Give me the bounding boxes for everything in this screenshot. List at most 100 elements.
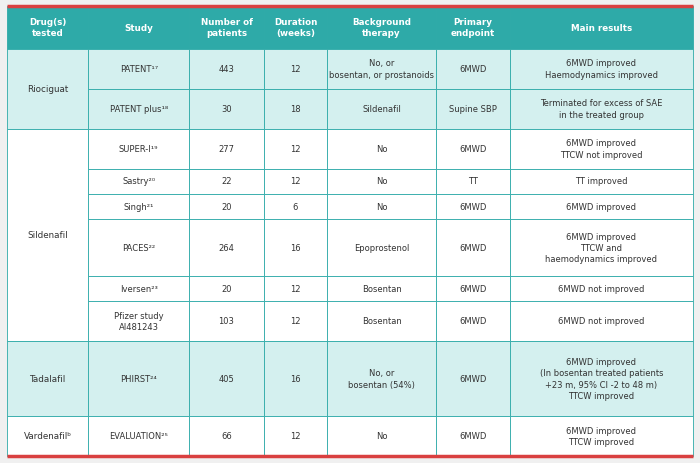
Bar <box>7 50 88 129</box>
Bar <box>190 194 264 219</box>
Text: 12: 12 <box>290 144 301 154</box>
Bar <box>264 194 328 219</box>
Bar <box>264 50 328 89</box>
Text: 264: 264 <box>218 243 235 252</box>
Text: TT: TT <box>468 177 477 186</box>
Bar <box>190 219 264 276</box>
Bar <box>190 416 264 456</box>
Bar <box>88 219 190 276</box>
Text: Singh²¹: Singh²¹ <box>123 202 154 211</box>
Bar <box>328 276 435 301</box>
Bar <box>435 50 510 89</box>
Bar <box>264 219 328 276</box>
Bar <box>190 50 264 89</box>
Text: 16: 16 <box>290 374 301 383</box>
Bar <box>510 7 693 50</box>
Text: 6MWD: 6MWD <box>459 317 486 326</box>
Text: Main results: Main results <box>570 24 632 33</box>
Text: Epoprostenol: Epoprostenol <box>354 243 409 252</box>
Bar <box>510 276 693 301</box>
Bar <box>88 301 190 341</box>
Text: Study: Study <box>125 24 153 33</box>
Text: 6MWD improved: 6MWD improved <box>566 202 636 211</box>
Bar <box>190 169 264 194</box>
Text: 6MWD improved
(In bosentan treated patients
+23 m, 95% CI -2 to 48 m)
TTCW impro: 6MWD improved (In bosentan treated patie… <box>540 357 663 400</box>
Text: No, or
bosentan (54%): No, or bosentan (54%) <box>348 369 415 389</box>
Bar <box>510 50 693 89</box>
Bar <box>328 89 435 129</box>
Bar <box>510 194 693 219</box>
Text: PATENT plus¹⁸: PATENT plus¹⁸ <box>110 105 168 114</box>
Text: SUPER-I¹⁹: SUPER-I¹⁹ <box>119 144 158 154</box>
Text: No, or
bosentan, or prostanoids: No, or bosentan, or prostanoids <box>329 59 434 79</box>
Bar <box>190 276 264 301</box>
Bar <box>7 129 88 341</box>
Text: 6MWD improved
TTCW improved: 6MWD improved TTCW improved <box>566 426 636 446</box>
Bar <box>435 219 510 276</box>
Bar <box>328 129 435 169</box>
Bar <box>510 341 693 416</box>
Bar <box>435 7 510 50</box>
Bar <box>435 169 510 194</box>
Text: 6MWD: 6MWD <box>459 432 486 441</box>
Bar <box>328 50 435 89</box>
Bar <box>435 276 510 301</box>
Text: No: No <box>376 177 387 186</box>
Text: EVALUATION²⁵: EVALUATION²⁵ <box>109 432 168 441</box>
Text: Terminated for excess of SAE
in the treated group: Terminated for excess of SAE in the trea… <box>540 99 663 119</box>
Bar <box>7 7 88 50</box>
Bar <box>510 89 693 129</box>
Bar <box>190 89 264 129</box>
Bar <box>510 129 693 169</box>
Text: 6MWD: 6MWD <box>459 202 486 211</box>
Bar <box>264 89 328 129</box>
Text: No: No <box>376 144 387 154</box>
Text: Bosentan: Bosentan <box>362 317 401 326</box>
Text: 6MWD: 6MWD <box>459 144 486 154</box>
Bar <box>264 7 328 50</box>
Bar <box>328 301 435 341</box>
Text: TT improved: TT improved <box>575 177 628 186</box>
Bar <box>435 416 510 456</box>
Text: Tadalafil: Tadalafil <box>29 374 66 383</box>
Bar <box>88 416 190 456</box>
Bar <box>510 219 693 276</box>
Text: 6MWD not improved: 6MWD not improved <box>558 317 645 326</box>
Text: Number of
patients: Number of patients <box>200 18 253 38</box>
Bar <box>435 194 510 219</box>
Text: 22: 22 <box>221 177 232 186</box>
Bar <box>190 129 264 169</box>
Bar <box>264 129 328 169</box>
Bar <box>435 341 510 416</box>
Text: 30: 30 <box>221 105 232 114</box>
Text: Primary
endpoint: Primary endpoint <box>451 18 495 38</box>
Text: 6MWD improved
TTCW not improved: 6MWD improved TTCW not improved <box>560 139 643 159</box>
Bar <box>190 7 264 50</box>
Text: 443: 443 <box>218 65 235 74</box>
Bar <box>264 341 328 416</box>
Bar <box>328 169 435 194</box>
Bar <box>88 7 190 50</box>
Bar <box>88 341 190 416</box>
Bar <box>88 129 190 169</box>
Bar <box>328 219 435 276</box>
Text: Vardenafilᵇ: Vardenafilᵇ <box>24 432 71 441</box>
Text: Supine SBP: Supine SBP <box>449 105 497 114</box>
Bar <box>190 341 264 416</box>
Text: 6MWD improved
TTCW and
haemodynamics improved: 6MWD improved TTCW and haemodynamics imp… <box>545 232 657 263</box>
Text: Riociguat: Riociguat <box>27 85 68 94</box>
Text: 12: 12 <box>290 177 301 186</box>
Text: 18: 18 <box>290 105 301 114</box>
Text: 12: 12 <box>290 317 301 326</box>
Text: 6MWD: 6MWD <box>459 243 486 252</box>
Bar <box>88 194 190 219</box>
Bar <box>88 50 190 89</box>
Text: 6MWD improved
Haemodynamics improved: 6MWD improved Haemodynamics improved <box>545 59 658 79</box>
Text: 16: 16 <box>290 243 301 252</box>
Text: 6MWD: 6MWD <box>459 65 486 74</box>
Text: PATENT¹⁷: PATENT¹⁷ <box>120 65 158 74</box>
Text: PACES²²: PACES²² <box>122 243 155 252</box>
Text: 20: 20 <box>221 284 232 294</box>
Text: Iversen²³: Iversen²³ <box>120 284 158 294</box>
Bar <box>328 194 435 219</box>
